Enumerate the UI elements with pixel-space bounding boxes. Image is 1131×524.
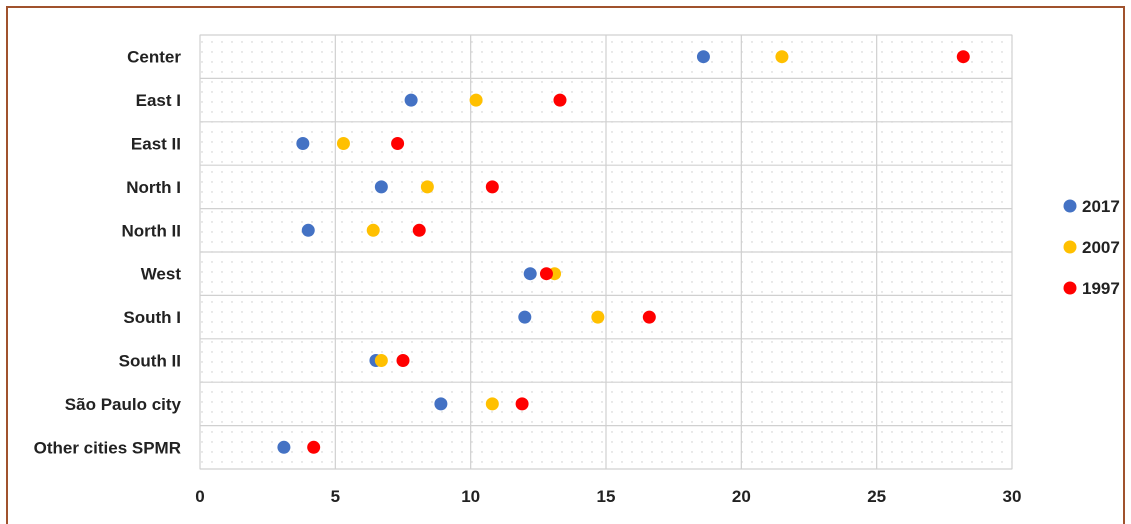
data-point-1997 [515, 397, 529, 411]
data-point-2007 [374, 354, 388, 367]
data-point-1997 [642, 310, 656, 324]
data-points [277, 50, 970, 454]
data-point-1997 [485, 180, 499, 194]
data-point-1997 [391, 137, 405, 150]
legend-marker [1063, 240, 1077, 254]
data-point-2007 [366, 223, 380, 237]
data-point-2007 [336, 137, 350, 150]
data-point-2007 [469, 93, 483, 107]
data-point-1997 [956, 50, 970, 64]
category-label: Other cities SPMR [34, 438, 181, 457]
x-tick-labels: 0 5 10 15 20 25 30 [195, 487, 1021, 506]
data-point-1997 [307, 440, 321, 454]
x-tick-label: 5 [331, 487, 340, 506]
data-point-2007 [591, 310, 605, 324]
x-tick-label: 10 [461, 487, 480, 506]
data-point-2007 [485, 397, 499, 411]
category-label: São Paulo city [65, 395, 182, 414]
legend-label: 2017 [1082, 197, 1120, 216]
category-label: East II [131, 135, 181, 154]
category-label: South I [123, 308, 181, 327]
category-label: East I [136, 91, 181, 110]
data-point-2017 [518, 310, 532, 324]
category-label: North II [122, 221, 182, 240]
x-tick-label: 0 [195, 487, 204, 506]
category-label: South II [119, 352, 181, 371]
x-tick-label: 30 [1003, 487, 1022, 506]
legend-marker [1063, 281, 1077, 295]
data-point-2017 [374, 180, 388, 194]
x-tick-label: 25 [867, 487, 886, 506]
data-point-2017 [404, 93, 418, 107]
category-labels: Center East I East II North I North II West So… [34, 48, 182, 458]
data-point-1997 [396, 354, 410, 367]
data-point-1997 [553, 93, 567, 107]
data-point-1997 [539, 267, 553, 281]
gridlines [199, 34, 1013, 470]
data-point-2017 [296, 137, 310, 150]
legend-marker [1063, 199, 1077, 213]
x-tick-label: 20 [732, 487, 751, 506]
legend-label: 2007 [1082, 238, 1120, 257]
data-point-2017 [277, 440, 291, 454]
data-point-2017 [434, 397, 448, 411]
data-point-2017 [696, 50, 710, 64]
data-point-1997 [412, 223, 426, 237]
x-tick-label: 15 [597, 487, 616, 506]
data-point-2017 [523, 267, 537, 281]
category-label: North I [126, 178, 181, 197]
data-point-2007 [420, 180, 434, 194]
legend-label: 1997 [1082, 279, 1120, 298]
legend: 2017 2007 1997 [1063, 197, 1120, 298]
data-point-2017 [301, 223, 315, 237]
data-point-2007 [775, 50, 789, 64]
category-label: West [141, 265, 182, 284]
category-label: Center [127, 48, 181, 67]
